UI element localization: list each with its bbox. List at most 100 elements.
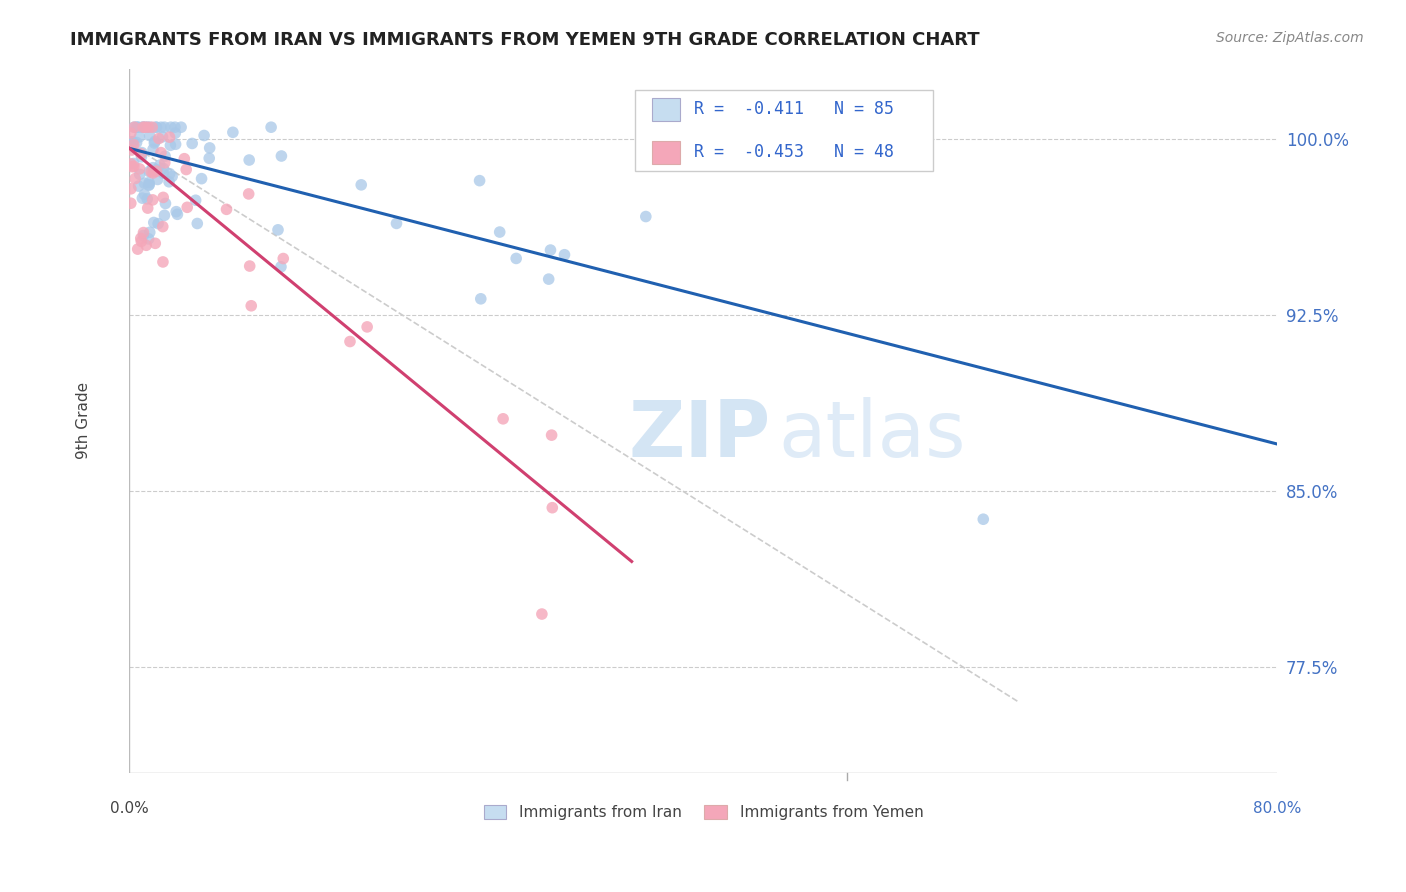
Point xyxy=(193,128,215,143)
Point xyxy=(143,136,166,150)
Text: 80.0%: 80.0% xyxy=(1253,801,1302,816)
Point xyxy=(128,120,150,135)
Point xyxy=(238,186,260,201)
Text: ZIP: ZIP xyxy=(628,397,770,473)
Point xyxy=(153,120,176,135)
Point xyxy=(138,176,160,190)
Point xyxy=(138,178,160,193)
Point xyxy=(190,171,212,186)
Text: R =  -0.411   N = 85: R = -0.411 N = 85 xyxy=(695,101,894,119)
Point xyxy=(152,219,174,234)
Point xyxy=(166,207,188,221)
Point xyxy=(141,120,163,135)
Point xyxy=(540,243,562,257)
Point xyxy=(267,223,290,237)
Text: R =  -0.453   N = 48: R = -0.453 N = 48 xyxy=(695,144,894,161)
Point xyxy=(537,272,560,286)
Point xyxy=(127,120,149,135)
Point xyxy=(136,201,159,215)
Point xyxy=(131,191,153,205)
Point xyxy=(505,252,527,266)
Point xyxy=(150,120,173,135)
Point xyxy=(159,167,181,181)
Point xyxy=(143,134,166,148)
Point xyxy=(121,135,143,149)
Point xyxy=(120,182,142,196)
Point xyxy=(138,164,160,178)
Point xyxy=(239,259,262,273)
Point xyxy=(129,235,152,249)
Point xyxy=(181,136,204,151)
Point xyxy=(184,193,207,207)
Point xyxy=(186,217,208,231)
Point xyxy=(146,172,169,186)
Point xyxy=(159,138,181,153)
Point xyxy=(155,196,177,211)
Point xyxy=(541,500,564,515)
Point xyxy=(468,174,491,188)
Point xyxy=(152,255,174,269)
Point xyxy=(339,334,361,349)
Point xyxy=(124,120,146,135)
Point xyxy=(260,120,283,135)
Point xyxy=(176,200,198,214)
Point xyxy=(142,142,165,156)
Point xyxy=(492,412,515,426)
Point xyxy=(270,149,292,163)
Point xyxy=(170,120,193,135)
Point xyxy=(470,292,492,306)
Legend: Immigrants from Iran, Immigrants from Yemen: Immigrants from Iran, Immigrants from Ye… xyxy=(479,801,928,825)
Point xyxy=(142,161,165,175)
Point xyxy=(160,169,183,184)
Point xyxy=(125,120,148,135)
Point xyxy=(136,120,159,135)
Point xyxy=(173,152,195,166)
Text: IMMIGRANTS FROM IRAN VS IMMIGRANTS FROM YEMEN 9TH GRADE CORRELATION CHART: IMMIGRANTS FROM IRAN VS IMMIGRANTS FROM … xyxy=(70,31,980,49)
Point xyxy=(142,166,165,180)
Point xyxy=(128,129,150,144)
Point xyxy=(142,215,165,229)
Point xyxy=(138,232,160,246)
Point xyxy=(159,130,181,145)
Point xyxy=(132,226,155,240)
Point xyxy=(540,428,562,442)
Point xyxy=(122,160,145,174)
Point xyxy=(121,135,143,149)
Point xyxy=(120,196,142,211)
Point xyxy=(145,162,167,177)
Point xyxy=(132,120,155,135)
Point xyxy=(134,176,156,190)
FancyBboxPatch shape xyxy=(634,90,934,170)
Point xyxy=(385,216,408,230)
Point xyxy=(153,156,176,170)
Point xyxy=(553,248,575,262)
Point xyxy=(488,225,510,239)
Point xyxy=(122,137,145,152)
Point xyxy=(149,158,172,172)
Point xyxy=(145,164,167,178)
Point xyxy=(122,156,145,170)
FancyBboxPatch shape xyxy=(652,98,681,120)
Point xyxy=(215,202,238,217)
Point xyxy=(271,252,294,266)
Point xyxy=(139,165,162,179)
Point xyxy=(131,145,153,160)
Text: 9th Grade: 9th Grade xyxy=(76,382,91,459)
Point xyxy=(128,167,150,181)
Point xyxy=(135,238,157,252)
Point xyxy=(136,120,159,135)
Point xyxy=(128,161,150,176)
Point xyxy=(152,129,174,144)
Point xyxy=(138,128,160,143)
FancyBboxPatch shape xyxy=(652,141,681,163)
Point xyxy=(152,166,174,180)
Point xyxy=(120,126,142,140)
Point xyxy=(350,178,373,192)
Point xyxy=(124,171,146,186)
Text: 0.0%: 0.0% xyxy=(110,801,149,816)
Point xyxy=(163,120,186,135)
Point xyxy=(149,145,172,160)
Text: Source: ZipAtlas.com: Source: ZipAtlas.com xyxy=(1216,31,1364,45)
Point xyxy=(121,136,143,151)
Point xyxy=(121,160,143,174)
